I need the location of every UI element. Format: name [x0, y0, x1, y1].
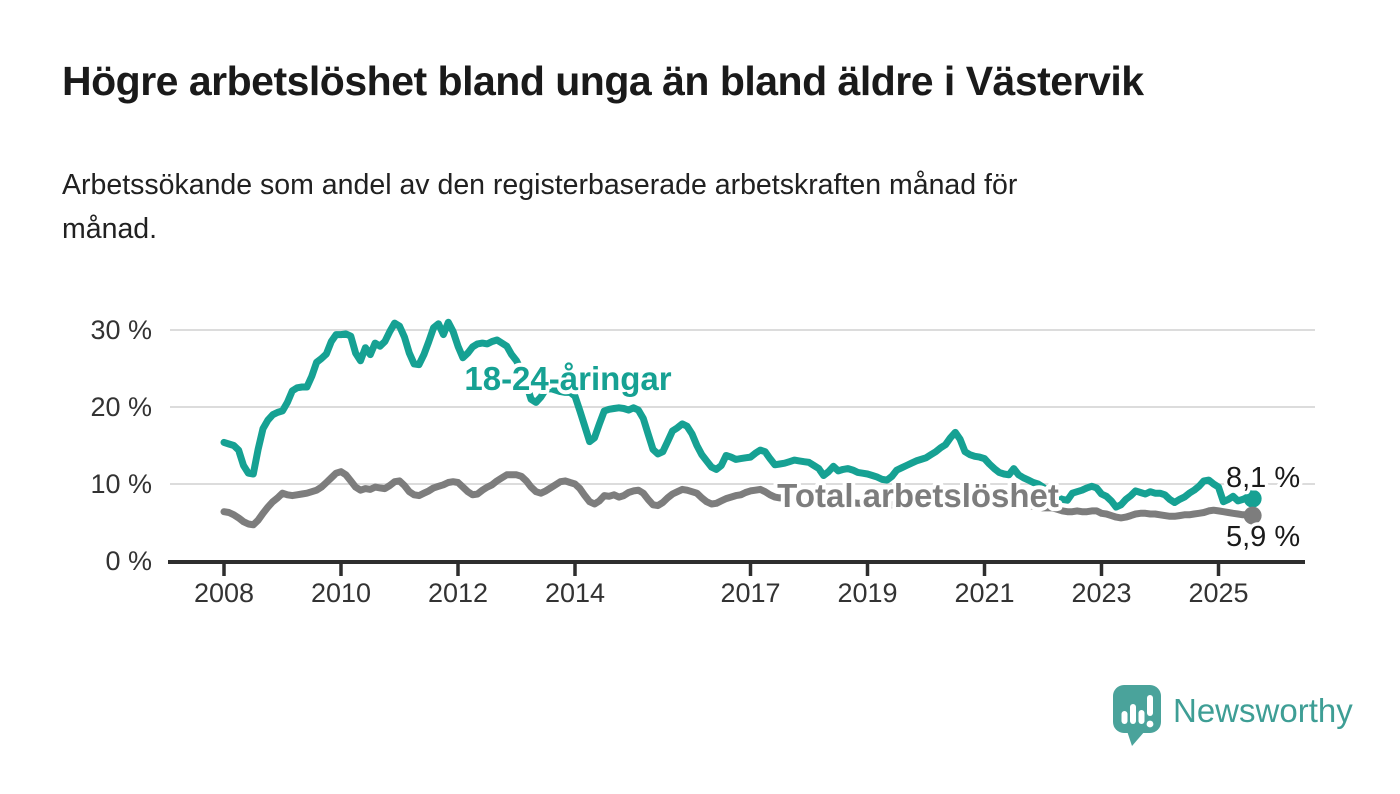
x-axis-tick-label: 2008 [194, 578, 254, 608]
subtitle-line-1: Arbetssökande som andel av den registerb… [62, 169, 1018, 201]
youth-series-label: 18-24-åringar [464, 360, 671, 397]
total-series-label: Total arbetslöshet [777, 477, 1059, 514]
y-axis-tick-label: 30 % [90, 315, 152, 345]
x-axis-tick-label: 2010 [311, 578, 371, 608]
x-axis-tick-label: 2023 [1071, 578, 1131, 608]
youth-end-dot [1243, 489, 1262, 508]
newsworthy-logo: Newsworthy [1112, 684, 1353, 748]
newsworthy-logo-text: Newsworthy [1173, 692, 1353, 729]
page-title: Högre arbetslöshet bland unga än bland ä… [62, 58, 1144, 104]
x-axis-tick-label: 2014 [545, 578, 605, 608]
page-subtitle: Arbetssökande som andel av den registerb… [62, 163, 1302, 251]
x-axis-tick-label: 2019 [837, 578, 897, 608]
x-axis-tick-label: 2012 [428, 578, 488, 608]
y-axis-tick-label: 0 % [105, 546, 152, 576]
youth-end-value-label: 8,1 % [1226, 462, 1300, 494]
total-end-dot [1243, 506, 1262, 525]
newsworthy-logo-icon [1113, 685, 1161, 746]
subtitle-line-2: månad. [62, 213, 158, 245]
unemployment-line-chart: 0 % 10 % 20 % 30 % 2008 2010 2012 2014 2017 2019 2… [90, 315, 1315, 608]
total-end-value-label: 5,9 % [1226, 521, 1300, 553]
x-axis-tick-label: 2025 [1188, 578, 1248, 608]
total-line [220, 468, 1257, 529]
x-axis-tick-label: 2021 [954, 578, 1014, 608]
y-axis-tick-label: 20 % [90, 392, 152, 422]
y-axis-tick-label: 10 % [90, 469, 152, 499]
youth-line [220, 318, 1257, 511]
x-axis-tick-label: 2017 [720, 578, 780, 608]
